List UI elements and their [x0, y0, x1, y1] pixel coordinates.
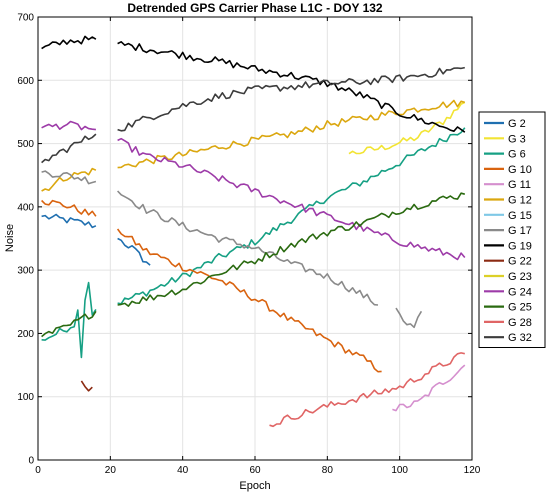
y-tick-label: 600: [17, 76, 34, 87]
legend-label: G 15: [508, 210, 532, 222]
series-line: [117, 192, 466, 307]
legend-label: G 6: [508, 149, 526, 161]
legend-entry: G 28: [484, 317, 532, 329]
x-tick-label: 40: [177, 465, 189, 476]
y-tick-label: 300: [17, 266, 34, 277]
legend-entry: G 22: [484, 256, 532, 268]
legend-entry: G 24: [484, 286, 532, 298]
legend-entry: G 15: [484, 210, 532, 222]
legend-label: G 12: [508, 195, 532, 207]
series-line: [117, 41, 466, 133]
series-line: [117, 127, 466, 305]
chart-title: Detrended GPS Carrier Phase L1C - DOY 13…: [127, 1, 383, 15]
series-line: [395, 307, 423, 329]
y-tick-label: 500: [17, 139, 34, 150]
legend-label: G 10: [508, 164, 532, 176]
x-axis-label: Epoch: [239, 480, 270, 492]
series-line: [41, 310, 97, 338]
series-line: [41, 199, 97, 217]
legend-label: G 28: [508, 317, 532, 329]
y-tick-label: 0: [28, 456, 34, 467]
series-g6: [41, 127, 466, 359]
legend-entry: G 2: [484, 118, 526, 130]
series-g3: [348, 101, 466, 155]
y-tick-label: 100: [17, 392, 34, 403]
series-line: [41, 35, 97, 50]
series-g32: [41, 66, 465, 164]
series-g24: [41, 120, 466, 261]
legend-label: G 32: [508, 332, 532, 344]
legend-entry: G 32: [484, 332, 532, 344]
ticks: 0 20 40 60 80 100 120 0 100 200 300 400 500 600 700: [17, 13, 480, 477]
legend: G 2 G 3 G 6 G 10 G 11 G 12 G 15 G 17 G 19 G 22 G 2…: [478, 111, 546, 348]
legend-entry: G 12: [484, 195, 532, 207]
series-line: [41, 170, 97, 185]
series-line: [269, 352, 465, 428]
series-g11: [392, 364, 466, 412]
x-tick-label: 100: [391, 465, 408, 476]
legend-entry: G 6: [484, 149, 526, 161]
series-g25: [41, 192, 466, 338]
series-line: [117, 237, 151, 266]
series-g17: [41, 170, 423, 329]
x-tick-label: 60: [249, 465, 261, 476]
series-g2: [41, 213, 151, 266]
series-line: [41, 120, 96, 131]
series-line: [41, 281, 97, 359]
series-g28: [269, 352, 465, 428]
series-line: [117, 190, 379, 306]
y-tick-label: 700: [17, 13, 34, 24]
series-g12: [41, 99, 466, 192]
legend-label: G 23: [508, 271, 532, 283]
series-g10: [41, 199, 382, 373]
legend-entry: G 23: [484, 271, 532, 283]
series-line: [80, 380, 93, 392]
legend-entry: G 11: [484, 179, 531, 191]
series-line: [117, 66, 465, 132]
legend-label: G 3: [508, 133, 526, 145]
series-line: [117, 137, 466, 261]
grid: [37, 16, 473, 461]
series-line: [41, 133, 97, 164]
legend-label: G 11: [508, 179, 531, 191]
series-line: [41, 167, 97, 192]
series-line: [116, 228, 382, 373]
series-line: [392, 364, 466, 412]
legend-label: G 19: [508, 240, 532, 252]
x-tick-label: 80: [322, 465, 334, 476]
x-tick-label: 0: [35, 465, 41, 476]
legend-entry: G 19: [484, 240, 532, 252]
legend-entry: G 25: [484, 302, 532, 314]
legend-entry: G 3: [484, 133, 526, 145]
x-tick-label: 120: [464, 465, 481, 476]
series-line: [41, 213, 97, 229]
series-line: [348, 101, 466, 155]
series-g19: [41, 35, 466, 133]
series-g22: [80, 380, 93, 392]
x-tick-label: 20: [105, 465, 117, 476]
legend-label: G 2: [508, 118, 526, 130]
y-axis-label: Noise: [4, 224, 16, 252]
legend-label: G 25: [508, 302, 532, 314]
y-tick-label: 400: [17, 202, 34, 213]
legend-entry: G 10: [484, 164, 532, 176]
series-layer: [41, 35, 466, 428]
y-tick-label: 200: [17, 329, 34, 340]
legend-entry: G 17: [484, 225, 532, 237]
legend-label: G 24: [508, 286, 532, 298]
series-line: [117, 99, 466, 169]
legend-label: G 22: [508, 256, 532, 268]
legend-label: G 17: [508, 225, 532, 237]
